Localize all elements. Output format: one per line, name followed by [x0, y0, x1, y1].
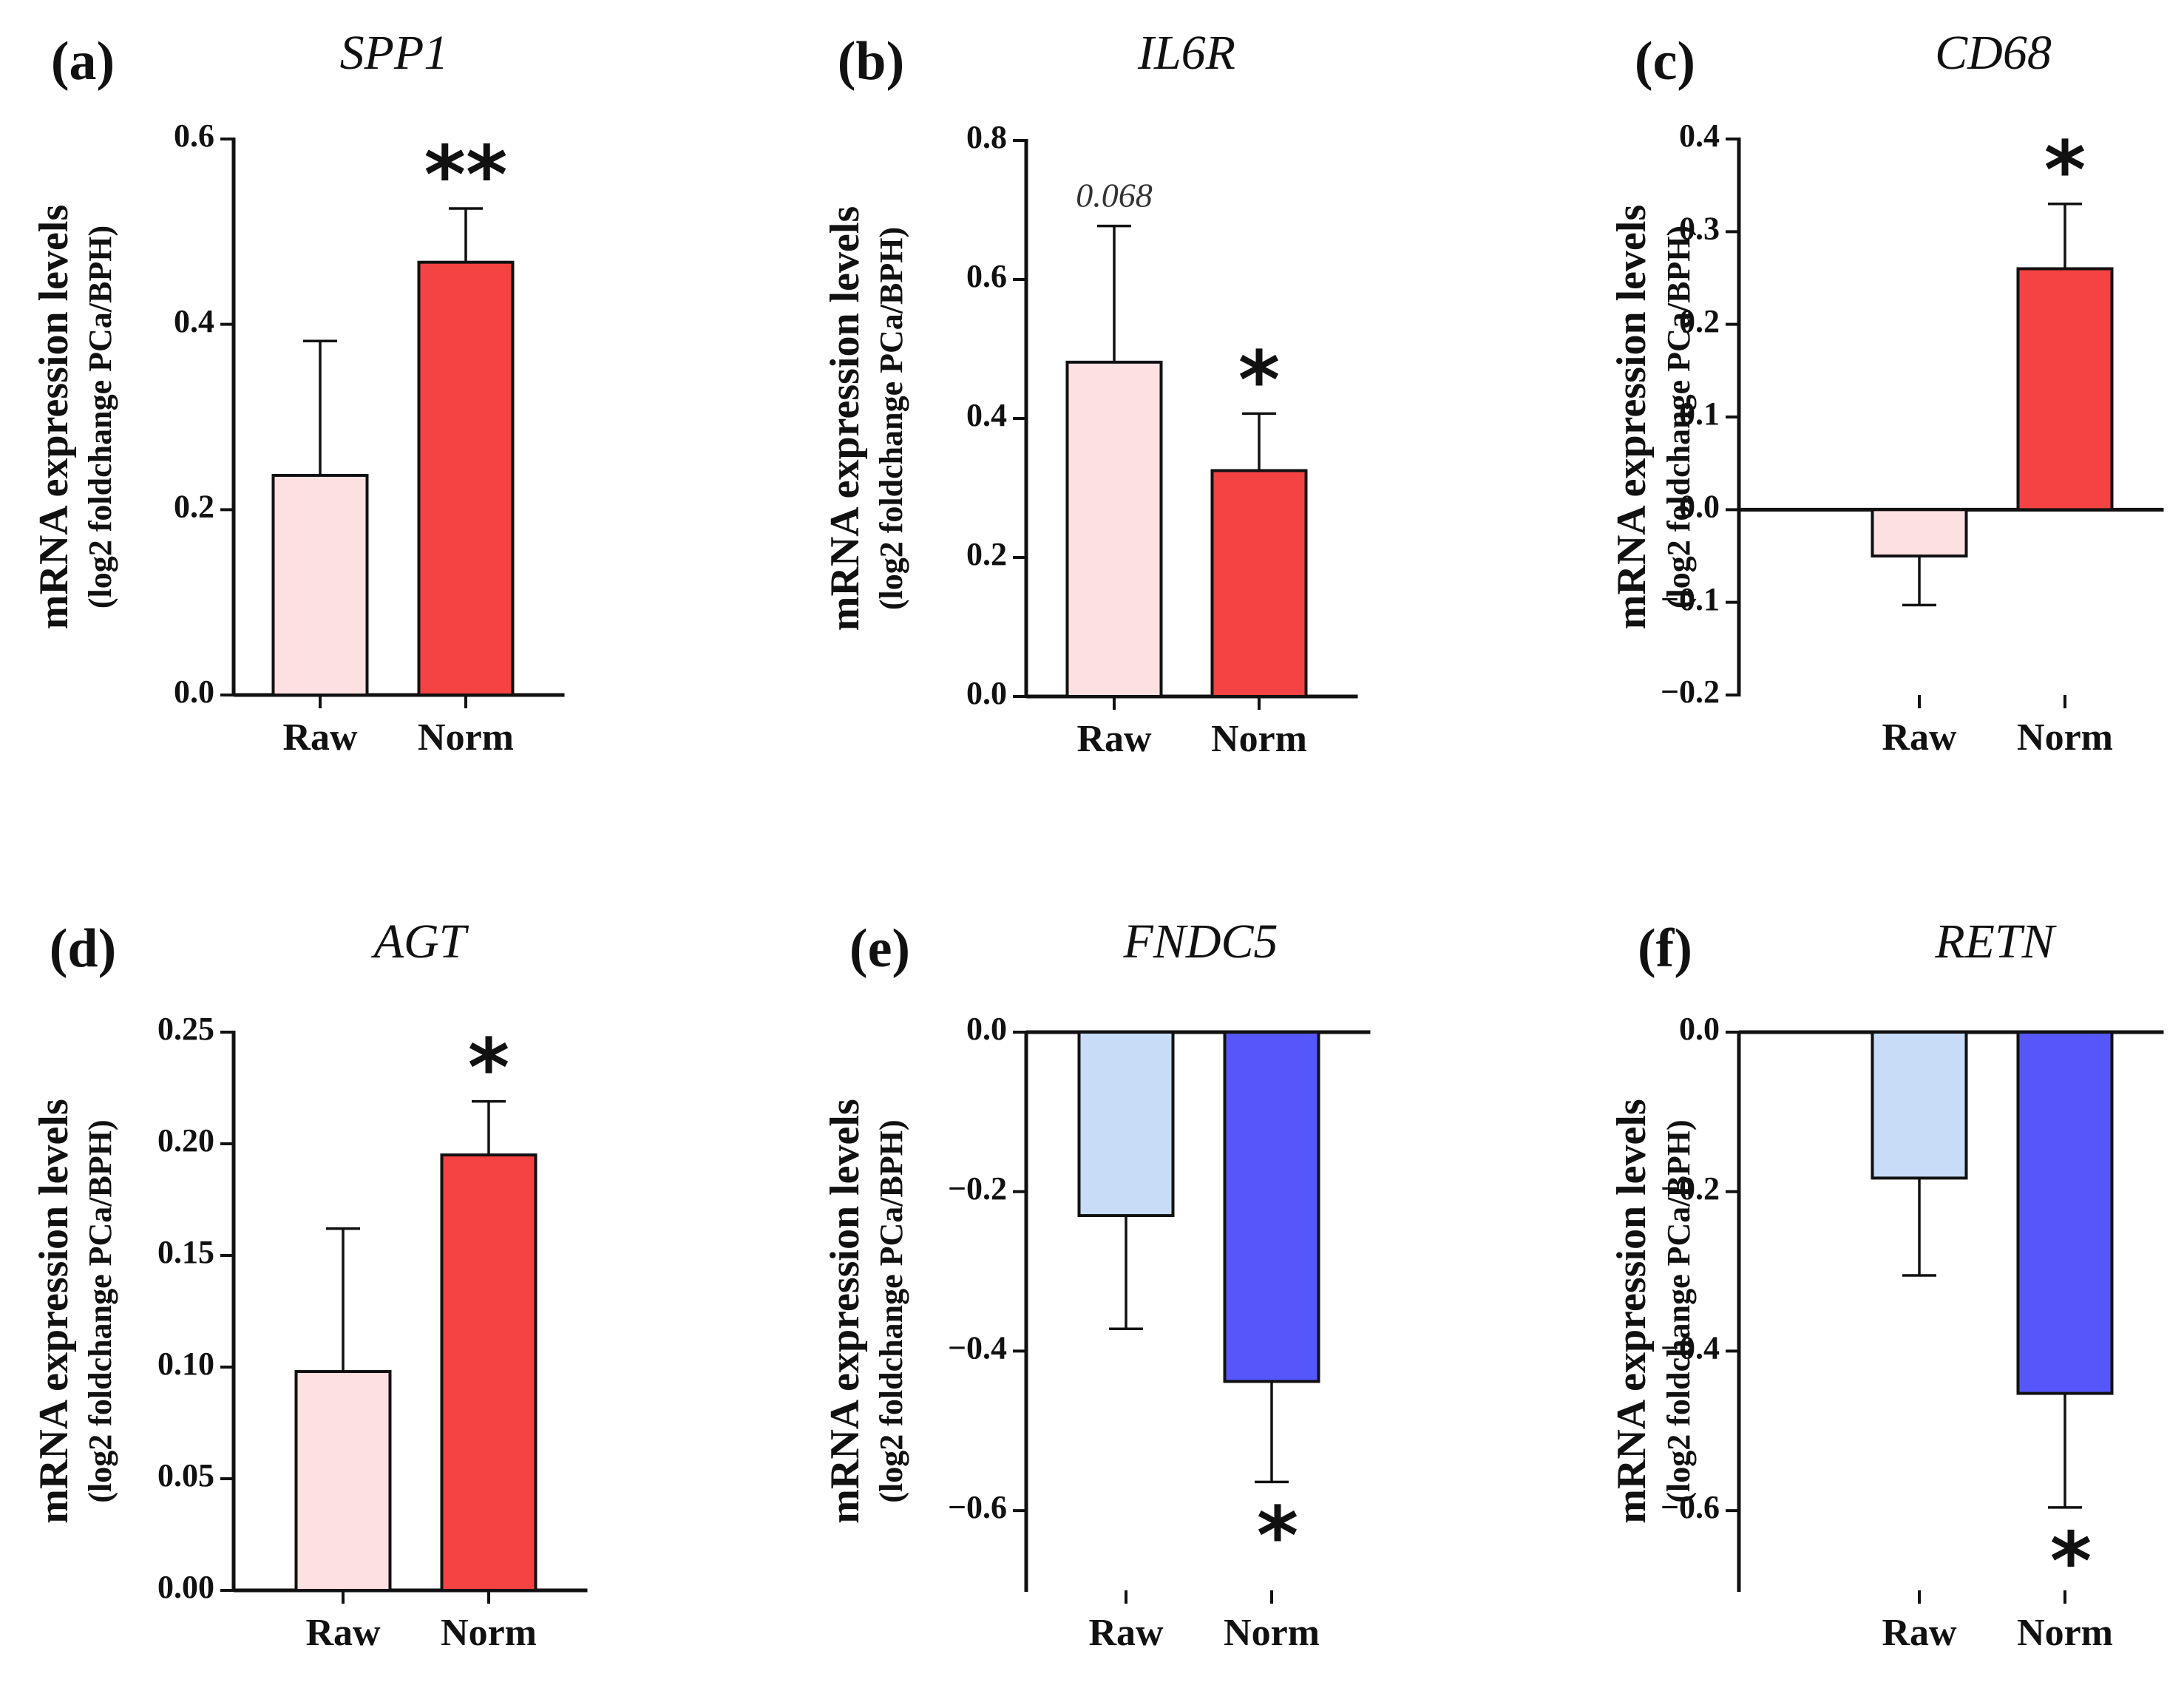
- y-axis-label: mRNA expression levels: [1609, 205, 1655, 630]
- y-tick-label: −0.6: [948, 1489, 1007, 1525]
- bar-norm: [2016, 1031, 2114, 1395]
- bar-norm: [2016, 267, 2114, 512]
- x-category-label: Norm: [2017, 716, 2113, 759]
- chart-panel-1: (a) SPP1 mRNA expression levels (log2 foldc…: [31, 26, 565, 759]
- bar-raw: [294, 1370, 392, 1593]
- y-tick-label: 0.8: [966, 119, 1007, 155]
- panel-label: (d): [50, 918, 116, 979]
- y-axis-sublabel: (log2 foldchange PCa/BPH): [1661, 226, 1697, 608]
- y-axis-label: mRNA expression levels: [1609, 1099, 1655, 1524]
- chart-panel-4: (d) AGT mRNA expression levels (log2 foldch…: [31, 915, 588, 1654]
- bar-norm: [1210, 469, 1308, 698]
- x-category-label: Norm: [418, 716, 514, 759]
- y-tick-label: 0.6: [174, 118, 214, 154]
- y-tick-label: 0.05: [157, 1457, 214, 1494]
- chart-panel-2: (b) IL6R mRNA expression levels (log2 foldc…: [822, 26, 1358, 760]
- y-tick-label: 0.3: [1679, 210, 1720, 246]
- y-axis-sublabel: (log2 foldchange PCa/BPH): [82, 1119, 118, 1502]
- bar-raw: [1871, 1031, 1968, 1180]
- y-tick-label: −0.2: [1661, 674, 1720, 710]
- y-axis-label: mRNA expression levels: [822, 206, 868, 631]
- y-tick-label: −0.4: [1661, 1330, 1720, 1366]
- panel-label: (f): [1638, 918, 1692, 979]
- y-tick-label: 0.2: [966, 536, 1007, 572]
- y-tick-label: 0.0: [1679, 488, 1720, 524]
- panel-title: IL6R: [1137, 26, 1235, 80]
- x-category-label: Raw: [1076, 718, 1152, 760]
- panel-label: (e): [849, 918, 910, 979]
- panel-title: RETN: [1934, 915, 2057, 969]
- x-category-label: Raw: [1088, 1612, 1164, 1654]
- x-category-label: Raw: [1882, 1612, 1957, 1654]
- bar-raw: [1871, 508, 1968, 557]
- significance-marker: *: [2044, 125, 2086, 217]
- y-tick-label: 0.0: [966, 1011, 1007, 1047]
- y-tick-label: 0.10: [157, 1346, 214, 1382]
- y-axis-sublabel: (log2 foldchange PCa/BPH): [873, 1119, 909, 1502]
- y-tick-label: 0.15: [157, 1234, 214, 1270]
- y-tick-label: −0.1: [1661, 581, 1720, 617]
- significance-marker: *: [468, 1023, 509, 1115]
- y-tick-label: 0.20: [157, 1122, 214, 1159]
- y-tick-label: 0.4: [966, 397, 1007, 433]
- panel-title: SPP1: [340, 26, 449, 80]
- panel-title: CD68: [1935, 26, 2052, 80]
- y-axis-sublabel: (log2 foldchange PCa/BPH): [82, 226, 118, 608]
- bar-norm: [1223, 1031, 1320, 1383]
- y-tick-label: 0.4: [174, 303, 214, 339]
- bar-norm: [417, 260, 515, 696]
- y-axis-sublabel: (log2 foldchange PCa/BPH): [1661, 1119, 1697, 1502]
- panel-title: FNDC5: [1122, 915, 1278, 969]
- panel-label: (a): [51, 31, 115, 92]
- y-tick-label: 0.0: [174, 674, 214, 710]
- y-axis-label: mRNA expression levels: [31, 1099, 77, 1524]
- significance-marker: **: [424, 129, 508, 222]
- bar-raw: [271, 473, 369, 697]
- x-category-label: Norm: [1211, 718, 1307, 760]
- y-tick-label: 0.0: [966, 675, 1007, 711]
- x-category-label: Norm: [1224, 1612, 1320, 1654]
- chart-panel-3: (c) CD68 mRNA expression levels (log2 foldc…: [1609, 26, 2164, 759]
- panel-title: AGT: [371, 915, 469, 969]
- y-tick-label: −0.6: [1661, 1489, 1720, 1525]
- x-category-label: Raw: [305, 1612, 381, 1654]
- y-tick-label: −0.2: [1661, 1170, 1720, 1207]
- y-tick-label: −0.4: [948, 1330, 1007, 1366]
- y-tick-label: 0.2: [1679, 303, 1720, 339]
- y-tick-label: 0.25: [157, 1011, 214, 1047]
- chart-panel-5: (e) FNDC5 mRNA expression levels (log2 fold…: [822, 915, 1371, 1654]
- bar-raw: [1065, 360, 1163, 698]
- y-tick-label: 0.1: [1679, 396, 1720, 432]
- x-category-label: Raw: [282, 716, 358, 759]
- y-tick-label: 0.6: [966, 258, 1007, 294]
- x-category-label: Norm: [2017, 1612, 2113, 1654]
- p-value-annotation: 0.068: [1076, 177, 1153, 214]
- y-axis-label: mRNA expression levels: [822, 1099, 868, 1524]
- y-axis-label: mRNA expression levels: [31, 205, 77, 630]
- significance-marker: *: [1257, 1490, 1298, 1582]
- y-tick-label: −0.2: [948, 1170, 1007, 1207]
- y-axis-sublabel: (log2 foldchange PCa/BPH): [873, 227, 909, 610]
- panel-label: (b): [838, 31, 904, 92]
- bar-norm: [440, 1153, 537, 1592]
- significance-marker: *: [1238, 334, 1280, 427]
- panel-label: (c): [1635, 31, 1695, 92]
- x-category-label: Norm: [441, 1612, 537, 1654]
- x-category-label: Raw: [1882, 716, 1957, 759]
- y-tick-label: 0.4: [1679, 118, 1720, 154]
- bar-raw: [1077, 1031, 1175, 1218]
- y-tick-label: 0.2: [174, 488, 214, 524]
- chart-panel-6: (f) RETN mRNA expression levels (log2 foldc…: [1609, 915, 2164, 1654]
- significance-marker: *: [2050, 1516, 2092, 1608]
- y-tick-label: 0.00: [157, 1569, 214, 1605]
- y-tick-label: 0.0: [1679, 1011, 1720, 1047]
